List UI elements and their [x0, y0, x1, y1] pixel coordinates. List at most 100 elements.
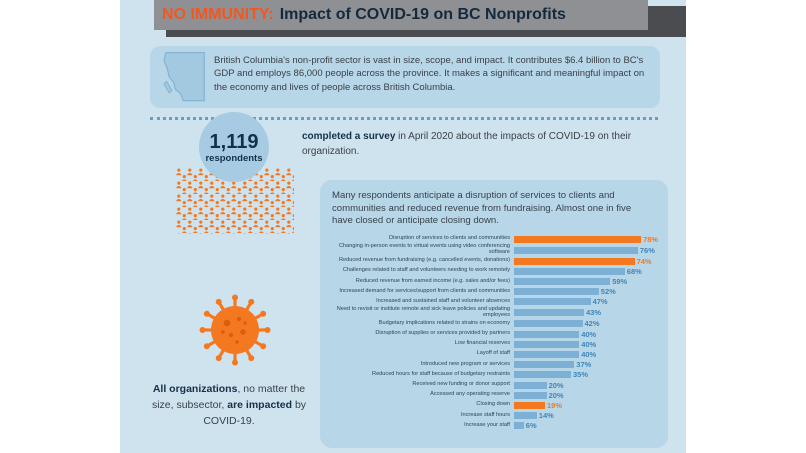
- impact-note-bold-1: All organizations: [152, 383, 238, 395]
- bar-track: 43%: [514, 308, 662, 317]
- bar-label: Disruption of supplies or services provi…: [375, 330, 510, 337]
- bar: [514, 391, 547, 399]
- bar: [514, 371, 571, 379]
- bar-value: 52%: [600, 287, 616, 297]
- bar-value: 14%: [538, 411, 554, 421]
- respondents-badge: 1,119 respondents: [199, 112, 269, 182]
- bar: [514, 422, 524, 430]
- bar: [514, 235, 642, 243]
- chart-panel: Many respondents anticipate a disruption…: [320, 180, 668, 448]
- bar-track: 40%: [514, 330, 662, 339]
- respondents-count: 1,119: [209, 130, 259, 153]
- bar-label: Disruption of services to clients and co…: [389, 235, 510, 242]
- bar-label: Changing in-person events to virtual eve…: [338, 243, 510, 256]
- bar-label: Low financial reserves: [454, 340, 510, 347]
- bar-label: Budgetary implications related to strain…: [378, 319, 510, 326]
- intro-panel: British Columbia's non-profit sector is …: [150, 46, 660, 108]
- bar-row: Increase your staff 6%: [328, 421, 662, 431]
- bar-label: Increase staff hours: [460, 411, 510, 418]
- bar-track: 68%: [514, 267, 662, 276]
- bar-track: 42%: [514, 319, 662, 328]
- bar-track: 37%: [514, 360, 662, 369]
- title-highlight: NO IMMUNITY:: [162, 6, 274, 23]
- bar: [514, 246, 638, 254]
- bar: [514, 267, 625, 275]
- bar-value: 35%: [573, 370, 589, 380]
- bar-label: Reduced revenue from earned income (e.g.…: [355, 277, 510, 284]
- bar-row: Accessed any operating reserve 20%: [328, 390, 662, 400]
- bar-value: 74%: [636, 256, 652, 266]
- bar-row: Need to revisit or institute remote and …: [328, 305, 662, 319]
- bar: [514, 340, 580, 348]
- bar-label: Increased demand for services/support fr…: [339, 287, 510, 294]
- bar-track: 20%: [514, 381, 662, 390]
- bar-row: Introduced new program or services 37%: [328, 360, 662, 370]
- dotted-divider: [150, 117, 658, 120]
- bar-row: Changing in-person events to virtual eve…: [328, 243, 662, 256]
- header: NO IMMUNITY: Impact of COVID-19 on BC No…: [154, 0, 648, 30]
- bar: [514, 350, 580, 358]
- bar-track: 52%: [514, 287, 662, 296]
- bar: [514, 309, 585, 317]
- bar-row: Increased demand for services/support fr…: [328, 287, 662, 297]
- bar-label: Reduced revenue from fundraising (e.g. c…: [338, 257, 510, 264]
- bar-row: Disruption of services to clients and co…: [328, 234, 662, 244]
- infographic-poster: NO IMMUNITY: Impact of COVID-19 on BC No…: [120, 0, 686, 453]
- bar-track: 19%: [514, 401, 662, 410]
- bar-track: 78%: [514, 235, 662, 244]
- bar-value: 68%: [626, 266, 642, 276]
- bar-row: Challenges related to staff and voluntee…: [328, 266, 662, 276]
- bar-row: Layoff of staff 40%: [328, 349, 662, 359]
- bar: [514, 277, 611, 285]
- bar-track: 74%: [514, 257, 662, 266]
- bar-label: Layoff of staff: [476, 350, 510, 357]
- coronavirus-icon: [199, 294, 271, 366]
- survey-note-rest: in April 2020 about the impacts of COVID…: [302, 131, 632, 157]
- bar-value: 43%: [586, 308, 602, 318]
- bar: [514, 401, 545, 409]
- bar-value: 40%: [581, 329, 597, 339]
- bar-track: 47%: [514, 297, 662, 306]
- bar-track: 76%: [514, 246, 662, 255]
- bar-row: Increase staff hours 14%: [328, 410, 662, 420]
- bar-label: Introduced new program or services: [420, 360, 510, 367]
- bar-track: 20%: [514, 391, 662, 400]
- bar-label: Need to revisit or institute remote and …: [336, 305, 510, 318]
- page-title: Impact of COVID-19 on BC Nonprofits: [279, 6, 566, 23]
- bar: [514, 320, 583, 328]
- bar-label: Received new funding or donor support: [412, 381, 510, 388]
- bar: [514, 298, 591, 306]
- bar-track: 59%: [514, 277, 662, 286]
- bar: [514, 361, 575, 369]
- bar-value: 6%: [525, 421, 537, 431]
- bar-label: Challenges related to staff and voluntee…: [342, 267, 510, 274]
- bar-track: 40%: [514, 340, 662, 349]
- bar-track: 14%: [514, 411, 662, 420]
- bar-label: Increased and sustained staff and volunt…: [376, 297, 510, 304]
- bar-row: Increased and sustained staff and volunt…: [328, 297, 662, 307]
- bar-track: 6%: [514, 421, 662, 430]
- bc-map-icon: [163, 52, 205, 102]
- bar-label: Reduced hours for staff because of budge…: [372, 370, 510, 377]
- bar-label: Accessed any operating reserve: [430, 391, 510, 398]
- survey-note: completed a survey in April 2020 about t…: [302, 130, 634, 159]
- chart-intro-text: Many respondents anticipate a disruption…: [332, 190, 632, 227]
- bar-value: 40%: [581, 349, 597, 359]
- bar-value: 20%: [548, 380, 564, 390]
- impact-note: All organizations, no matter the size, s…: [146, 382, 312, 429]
- bar-value: 37%: [576, 360, 592, 370]
- bar-chart: Disruption of services to clients and co…: [328, 234, 662, 431]
- bar-value: 78%: [643, 234, 659, 244]
- bar-track: 35%: [514, 370, 662, 379]
- bar-row: Disruption of supplies or services provi…: [328, 329, 662, 339]
- bar: [514, 288, 599, 296]
- bar-track: 40%: [514, 350, 662, 359]
- bar: [514, 412, 537, 420]
- bar-row: Budgetary implications related to strain…: [328, 319, 662, 329]
- bar: [514, 330, 580, 338]
- bar: [514, 257, 635, 265]
- survey-note-bold: completed a survey: [302, 131, 396, 142]
- respondents-label: respondents: [205, 152, 263, 164]
- bar-row: Low financial reserves 40%: [328, 339, 662, 349]
- bar-label: Closing down: [476, 401, 510, 408]
